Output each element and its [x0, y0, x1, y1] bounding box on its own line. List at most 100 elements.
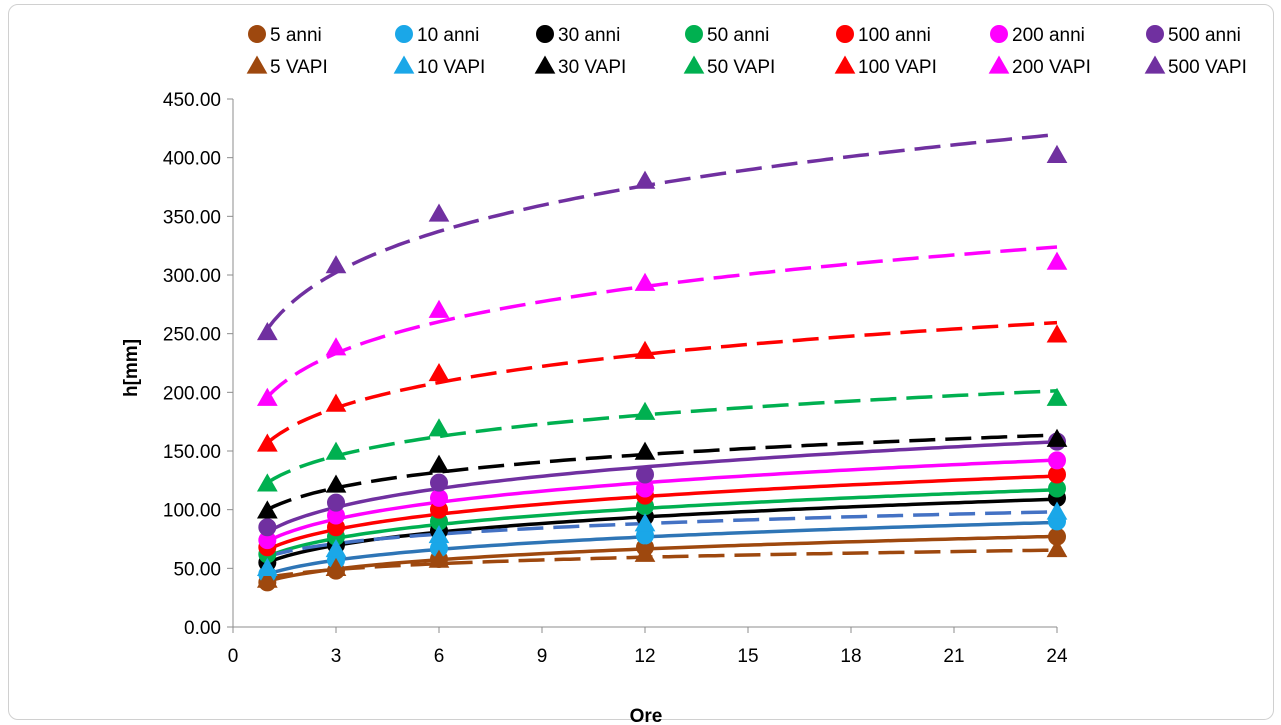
trendline-50-vapi [266, 389, 1058, 485]
legend-marker-30-vapi [534, 55, 556, 74]
x-tick-label: 9 [537, 646, 548, 667]
data-point-5-vapi [428, 549, 450, 568]
data-point-50-vapi [1046, 387, 1068, 406]
data-point-100-vapi [428, 363, 450, 382]
data-point-30-vapi [1046, 428, 1068, 447]
data-point-30-vapi [428, 454, 450, 473]
data-point-500-vapi [256, 321, 278, 341]
legend-label-200-vapi: 200 VAPI [1012, 57, 1091, 78]
legend-marker-30-anni [536, 25, 554, 43]
data-point-200-vapi [634, 272, 656, 291]
data-point-200-anni [430, 488, 448, 507]
data-point-500-vapi [634, 170, 656, 189]
trendline-500-anni [266, 440, 1058, 534]
x-axis-title: Ore [630, 706, 663, 725]
y-tick-label: 200.00 [163, 383, 221, 404]
y-tick-label: 0.00 [184, 618, 221, 639]
y-tick-label: 100.00 [163, 501, 221, 522]
legend-label-100-anni: 100 anni [858, 25, 931, 46]
data-point-100-vapi [1046, 324, 1068, 343]
data-point-5-vapi [325, 557, 347, 576]
data-point-30-vapi [256, 500, 278, 519]
x-tick-label: 12 [634, 646, 655, 667]
x-tick-label: 6 [434, 646, 445, 667]
data-point-500-vapi [428, 203, 450, 222]
y-tick-label: 250.00 [163, 325, 221, 346]
x-tick-label: 3 [331, 646, 342, 667]
data-point-10-vapi [634, 513, 656, 532]
data-point-500-vapi [325, 255, 347, 274]
y-tick-label: 450.00 [163, 90, 221, 111]
legend-marker-100-vapi [834, 55, 856, 74]
data-point-500-anni [258, 518, 277, 537]
trendline-500-vapi [265, 132, 1058, 331]
data-point-50-vapi [634, 401, 656, 420]
trendline-200-anni [266, 458, 1058, 543]
legend-marker-10-vapi [393, 55, 415, 74]
data-point-100-vapi [256, 433, 278, 452]
y-axis-title: h[mm] [121, 339, 142, 397]
data-point-200-vapi [256, 387, 278, 406]
trendlines [265, 132, 1058, 583]
legend-label-100-vapi: 100 VAPI [858, 57, 937, 78]
trendline-200-vapi [266, 245, 1058, 399]
data-point-30-vapi [325, 474, 347, 493]
legend-label-10-vapi: 10 VAPI [417, 57, 485, 78]
legend-marker-200-vapi [988, 55, 1010, 74]
data-point-50-vapi [325, 441, 347, 460]
data-point-10-vapi [325, 539, 347, 558]
data-point-500-anni [636, 465, 654, 484]
legend-label-500-anni: 500 anni [1168, 25, 1241, 46]
data-point-500-anni [430, 473, 448, 492]
legend-marker-500-vapi [1144, 55, 1166, 74]
data-markers [256, 144, 1068, 592]
legend-marker-100-anni [836, 25, 854, 43]
data-point-5-vapi [1046, 539, 1068, 558]
y-tick-label: 350.00 [163, 207, 221, 228]
trendline-50-anni [266, 488, 1058, 559]
trendline-100-anni [266, 474, 1058, 552]
legend-label-30-anni: 30 anni [558, 25, 620, 46]
legend-label-5-anni: 5 anni [270, 25, 322, 46]
legend-marker-50-vapi [683, 55, 705, 74]
legend-label-50-anni: 50 anni [707, 25, 769, 46]
data-point-50-vapi [256, 473, 278, 492]
data-point-10-vapi [256, 557, 278, 576]
y-tick-label: 400.00 [163, 149, 221, 170]
data-point-5-vapi [256, 569, 278, 588]
trendline-5-anni [266, 534, 1058, 583]
legend-marker-500-anni [1146, 25, 1164, 43]
x-tick-label: 24 [1046, 646, 1068, 667]
legend-marker-5-vapi [246, 55, 268, 74]
trendline-10-vapi [266, 510, 1058, 559]
data-point-500-vapi [1046, 144, 1068, 163]
legend-label-500-vapi: 500 VAPI [1168, 57, 1247, 78]
data-point-100-vapi [634, 340, 656, 359]
legend-label-30-vapi: 30 VAPI [558, 57, 626, 78]
data-point-200-vapi [428, 299, 450, 318]
data-point-200-anni [1048, 451, 1066, 470]
x-tick-label: 21 [943, 646, 964, 667]
data-point-30-vapi [634, 441, 656, 460]
legend-marker-50-anni [685, 25, 703, 43]
trendline-30-vapi [266, 433, 1058, 512]
legend-label-50-vapi: 50 VAPI [707, 57, 775, 78]
x-tick-label: 0 [228, 646, 239, 667]
trendline-100-vapi [266, 320, 1058, 445]
legend-marker-5-anni [248, 25, 266, 43]
axes: 0.00 50.00 100.00 150.00 200.00 250.00 300.00 3… [163, 90, 1068, 667]
data-point-50-vapi [428, 418, 450, 437]
legend: 5 anni 10 anni 30 anni 50 anni 100 anni 200 a… [246, 25, 1247, 78]
y-tick-label: 300.00 [163, 266, 221, 287]
data-point-5-vapi [634, 543, 656, 562]
legend-marker-200-anni [990, 25, 1008, 43]
legend-label-200-anni: 200 anni [1012, 25, 1085, 46]
chart-frame [8, 4, 1274, 720]
x-tick-label: 15 [737, 646, 758, 667]
trendline-10-anni [266, 520, 1058, 576]
data-point-10-vapi [1046, 501, 1068, 520]
data-point-10-vapi [428, 524, 450, 544]
data-point-200-vapi [325, 337, 347, 356]
legend-label-10-anni: 10 anni [417, 25, 479, 46]
